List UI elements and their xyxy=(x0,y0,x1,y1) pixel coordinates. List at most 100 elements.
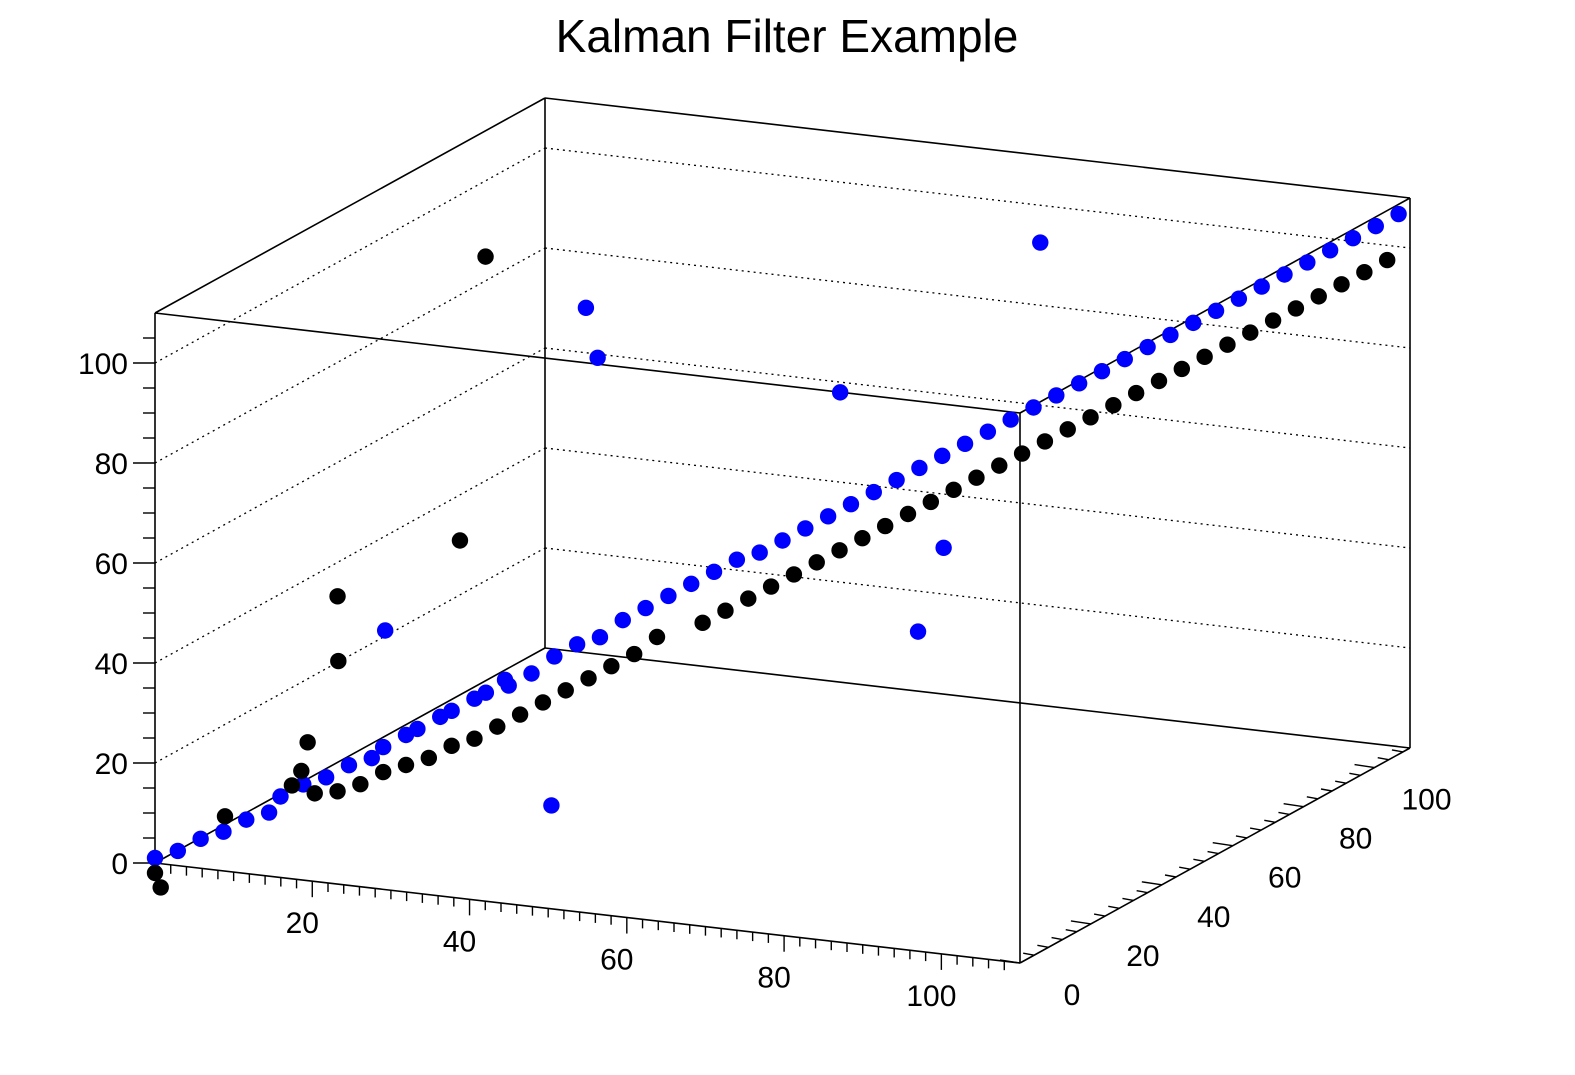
data-point-series-2 xyxy=(293,762,310,780)
data-point-series-2 xyxy=(374,763,392,781)
x-tick-label: 20 xyxy=(286,907,319,940)
data-point-series-1 xyxy=(934,447,951,465)
data-point-series-2 xyxy=(557,682,574,699)
grid-line-left-wall xyxy=(154,347,546,564)
data-point-series-2 xyxy=(420,749,438,767)
y-minor-tick xyxy=(1207,850,1219,855)
frame-edge xyxy=(1019,747,1411,964)
data-point-series-1 xyxy=(546,648,563,665)
y-minor-tick xyxy=(1264,819,1276,823)
data-point-series-2 xyxy=(306,785,323,802)
data-point-series-2 xyxy=(694,614,711,632)
data-point-series-1 xyxy=(215,823,232,840)
y-minor-tick xyxy=(1023,952,1035,956)
data-point-series-1 xyxy=(591,629,609,646)
frame-edge xyxy=(154,862,1021,964)
y-tick-label: 100 xyxy=(1402,784,1452,817)
data-point-series-1 xyxy=(705,563,723,580)
data-point-series-1 xyxy=(1025,399,1042,416)
frame-edge xyxy=(544,97,1411,199)
z-tick-label: 0 xyxy=(111,848,128,881)
data-point-series-1 xyxy=(660,587,677,605)
data-point-series-1 xyxy=(568,636,586,653)
data-point-series-1 xyxy=(909,623,927,640)
grid-line-left-wall xyxy=(154,547,546,764)
data-point-series-2 xyxy=(511,706,529,723)
data-point-series-2 xyxy=(762,578,780,595)
data-point-series-1 xyxy=(1162,326,1179,344)
data-point-series-2 xyxy=(283,777,301,794)
y-minor-tick xyxy=(1235,835,1248,839)
y-minor-tick xyxy=(1179,866,1191,870)
z-tick-label: 100 xyxy=(78,348,128,381)
data-point-series-2 xyxy=(1013,445,1031,462)
grid-line-left-wall xyxy=(154,147,546,364)
data-point-series-2 xyxy=(945,481,962,499)
data-point-series-2 xyxy=(489,718,506,735)
frame-edge xyxy=(544,647,1411,749)
data-point-series-1 xyxy=(376,622,394,639)
data-point-series-1 xyxy=(1139,338,1156,356)
y-tick-label: 80 xyxy=(1339,823,1372,856)
data-point-series-2 xyxy=(899,505,917,523)
data-point-series-1 xyxy=(169,842,187,860)
data-point-series-1 xyxy=(496,671,514,689)
data-point-series-2 xyxy=(466,730,483,747)
data-point-series-2 xyxy=(1173,360,1191,378)
y-minor-tick xyxy=(1320,788,1333,792)
data-point-series-2 xyxy=(922,493,940,511)
data-point-series-1 xyxy=(1093,363,1111,380)
data-point-series-1 xyxy=(614,611,631,629)
data-point-series-1 xyxy=(956,435,974,452)
data-point-series-1 xyxy=(543,797,560,814)
data-point-series-2 xyxy=(397,756,415,774)
data-point-series-2 xyxy=(477,248,494,265)
y-minor-tick xyxy=(1122,897,1134,902)
data-point-series-1 xyxy=(409,720,426,738)
data-point-series-1 xyxy=(238,811,255,828)
data-point-series-2 xyxy=(1127,384,1145,402)
data-point-series-2 xyxy=(854,529,871,547)
frame-edge xyxy=(154,97,546,314)
data-point-series-2 xyxy=(152,879,169,896)
data-point-series-2 xyxy=(451,532,469,549)
y-minor-tick xyxy=(1306,796,1318,800)
y-minor-tick xyxy=(1377,757,1389,761)
data-point-series-2 xyxy=(299,734,316,751)
data-point-series-1 xyxy=(683,575,700,593)
data-point-series-1 xyxy=(272,788,289,805)
data-point-series-1 xyxy=(477,684,495,701)
data-point-series-2 xyxy=(1333,276,1350,293)
data-point-series-1 xyxy=(589,349,606,366)
y-major-tick xyxy=(1070,920,1092,925)
data-point-series-2 xyxy=(991,457,1008,474)
data-point-series-2 xyxy=(329,783,346,800)
data-point-series-1 xyxy=(577,299,595,316)
data-point-series-1 xyxy=(751,544,768,561)
y-minor-tick xyxy=(1335,780,1347,784)
grid-line-left-wall xyxy=(154,447,546,664)
data-point-series-2 xyxy=(580,670,597,687)
data-point-series-2 xyxy=(1082,409,1099,426)
data-point-series-1 xyxy=(317,769,335,786)
y-major-tick xyxy=(999,959,1021,964)
data-point-series-1 xyxy=(1048,387,1065,404)
data-point-series-2 xyxy=(876,517,894,535)
data-point-series-1 xyxy=(1344,230,1362,247)
data-point-series-1 xyxy=(1230,290,1248,307)
data-point-series-2 xyxy=(352,775,369,793)
z-tick-label: 40 xyxy=(95,648,128,681)
data-point-series-2 xyxy=(329,588,346,605)
z-tick-label: 80 xyxy=(95,448,128,481)
data-point-series-2 xyxy=(443,737,460,755)
data-point-series-1 xyxy=(363,749,380,767)
y-minor-tick xyxy=(1037,944,1049,949)
y-minor-tick xyxy=(1193,858,1205,863)
data-point-series-2 xyxy=(717,602,734,619)
data-point-series-2 xyxy=(740,590,757,607)
grid-line-back-wall xyxy=(544,347,1411,449)
data-point-series-1 xyxy=(637,599,654,617)
y-minor-tick xyxy=(1249,827,1262,831)
data-point-series-2 xyxy=(968,469,985,486)
data-point-series-2 xyxy=(1105,396,1122,414)
